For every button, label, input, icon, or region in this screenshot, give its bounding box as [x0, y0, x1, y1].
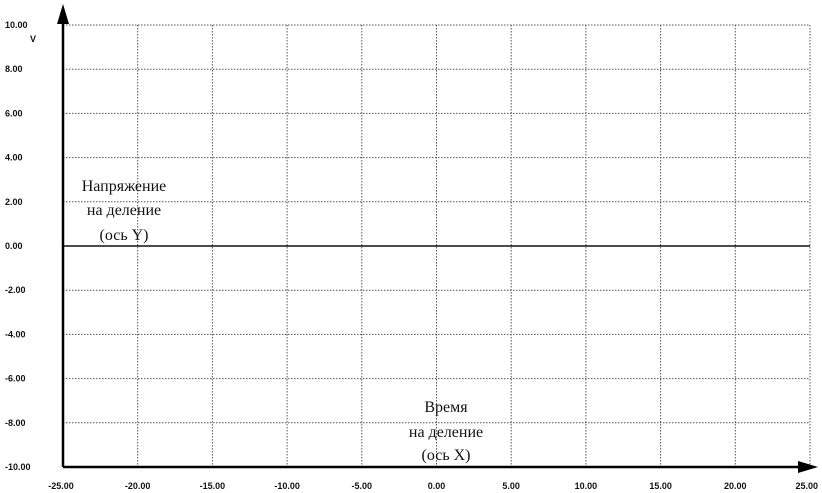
x-tick-label: 5.00 [502, 481, 520, 491]
x-axis-arrow [798, 461, 818, 473]
x-tick-label: -20.00 [125, 481, 151, 491]
y-annotation-line-3: (ось Y) [99, 227, 148, 244]
y-tick-label: -6.00 [5, 374, 26, 384]
x-annotation-line-2: на деление [409, 424, 483, 441]
y-tick-label: 0.00 [5, 241, 23, 251]
x-tick-label: -15.00 [200, 481, 226, 491]
y-tick-label: -2.00 [5, 285, 26, 295]
x-tick-label: 0.00 [428, 481, 446, 491]
x-tick-label: -5.00 [352, 481, 373, 491]
y-tick-label: -10.00 [5, 462, 31, 472]
x-tick-label: -10.00 [274, 481, 300, 491]
y-tick-label: 2.00 [5, 197, 23, 207]
y-tick-label: 8.00 [5, 64, 23, 74]
axes [57, 4, 818, 473]
y-annotation-line-2: на деление [87, 202, 161, 219]
y-tick-label: -8.00 [5, 418, 26, 428]
y-tick-label: 10.00 [5, 20, 28, 30]
x-tick-label: 10.00 [575, 481, 598, 491]
y-tick-label: 6.00 [5, 108, 23, 118]
y-axis-arrow [57, 4, 69, 24]
x-tick-label: 25.00 [795, 481, 818, 491]
x-tick-label: 15.00 [649, 481, 672, 491]
y-tick-label: -4.00 [5, 329, 26, 339]
y-tick-label: 4.00 [5, 153, 23, 163]
y-annotation-line-1: Напряжение [82, 178, 167, 195]
y-unit-label: V [30, 34, 36, 44]
x-tick-label: 20.00 [724, 481, 747, 491]
x-tick-label: -25.00 [48, 481, 74, 491]
x-annotation-line-1: Время [424, 399, 468, 416]
x-annotation-line-3: (ось X) [421, 447, 470, 464]
x-tick-labels: -25.00 -20.00 -15.00 -10.00 -5.00 0.00 5.00 10.… [48, 481, 818, 491]
y-tick-labels: 10.00 8.00 6.00 4.00 2.00 0.00 -2.00 -4.00 -6.00… [5, 20, 31, 472]
